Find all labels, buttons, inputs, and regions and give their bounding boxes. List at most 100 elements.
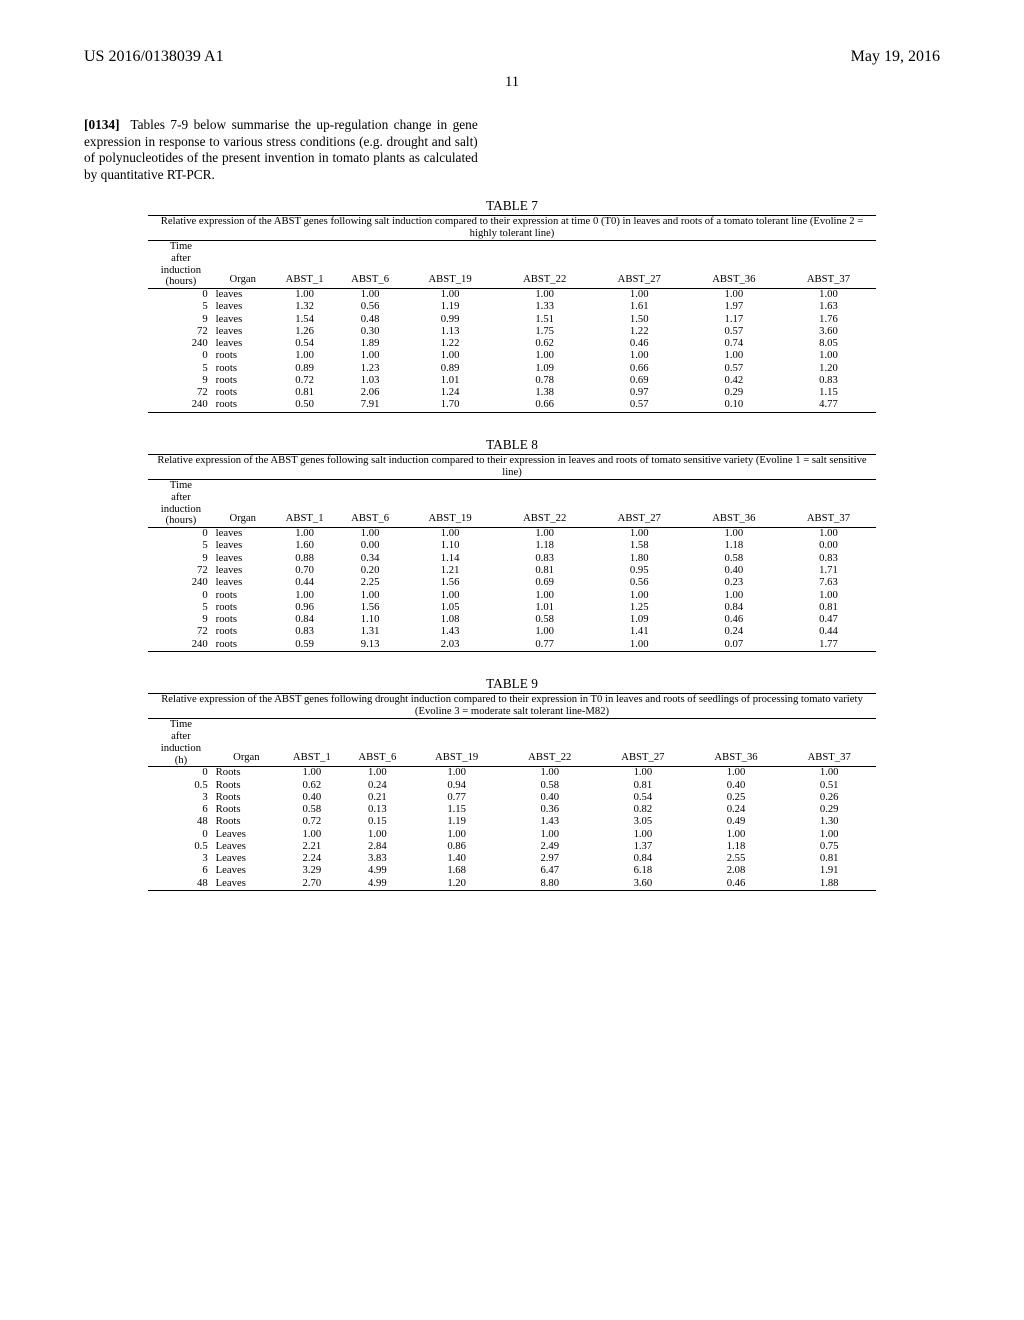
table-cell: 0.13 <box>345 804 410 816</box>
table-cell: 0.70 <box>272 565 337 577</box>
table-cell: 0 <box>148 528 213 541</box>
table-9-wrapper: TABLE 9 Relative expression of the ABST … <box>148 676 876 891</box>
table-cell: 0.83 <box>497 553 592 565</box>
table-row: 240leaves0.541.891.220.620.460.748.05 <box>148 338 876 350</box>
table-cell: 3 <box>148 853 213 865</box>
table-cell: 5 <box>148 540 213 552</box>
table-cell: 0.58 <box>497 614 592 626</box>
table-cell: 0.36 <box>503 804 596 816</box>
table-row: 0leaves1.001.001.001.001.001.001.00 <box>148 289 876 302</box>
table-9-subtitle: Relative expression of the ABST genes fo… <box>148 693 876 719</box>
table-cell: roots <box>214 639 272 652</box>
table-cell: 1.00 <box>503 829 596 841</box>
table-cell: leaves <box>214 553 272 565</box>
table-column-head: Organ <box>214 480 272 528</box>
table-cell: 1.70 <box>403 399 498 412</box>
table-cell: 1.24 <box>403 387 498 399</box>
table-cell: 0.51 <box>783 780 876 792</box>
table-cell: 9 <box>148 314 213 326</box>
table-cell: 1.89 <box>337 338 402 350</box>
table-cell: 72 <box>148 326 213 338</box>
table-cell: 0 <box>148 350 213 362</box>
table-cell: 1.71 <box>781 565 876 577</box>
table-cell: 1.00 <box>592 639 687 652</box>
table-corner-head: Timeafterinduction(h) <box>148 719 213 767</box>
table-cell: 0.56 <box>592 577 687 589</box>
table-cell: 0.23 <box>687 577 782 589</box>
table-cell: 1.56 <box>403 577 498 589</box>
publication-date: May 19, 2016 <box>851 48 940 66</box>
table-cell: 1.63 <box>781 301 876 313</box>
table-cell: 0.30 <box>337 326 402 338</box>
table-column-head: ABST_27 <box>596 719 689 767</box>
table-cell: 1.00 <box>497 528 592 541</box>
table-cell: 0.81 <box>596 780 689 792</box>
table-cell: roots <box>214 590 272 602</box>
table-cell: 1.19 <box>410 816 503 828</box>
table-cell: leaves <box>214 577 272 589</box>
table-cell: 0.10 <box>687 399 782 412</box>
table-column-head: ABST_22 <box>497 480 592 528</box>
table-7-wrapper: TABLE 7 Relative expression of the ABST … <box>148 198 876 413</box>
table-cell: 1.60 <box>272 540 337 552</box>
table-cell: 2.70 <box>279 878 344 891</box>
table-cell: 8.80 <box>503 878 596 891</box>
table-cell: 0.54 <box>596 792 689 804</box>
table-cell: 1.21 <box>403 565 498 577</box>
table-cell: 1.00 <box>781 590 876 602</box>
table-cell: Roots <box>214 792 279 804</box>
table-cell: 1.00 <box>592 528 687 541</box>
table-row: 9leaves1.540.480.991.511.501.171.76 <box>148 314 876 326</box>
table-cell: 9 <box>148 614 213 626</box>
table-cell: 1.00 <box>497 289 592 302</box>
table-cell: 0 <box>148 829 213 841</box>
table-cell: roots <box>214 614 272 626</box>
table-cell: 0.57 <box>592 399 687 412</box>
table-row: 0.5Roots0.620.240.940.580.810.400.51 <box>148 780 876 792</box>
table-cell: 2.03 <box>403 639 498 652</box>
table-7: Relative expression of the ABST genes fo… <box>148 215 876 413</box>
table-cell: 1.18 <box>689 841 782 853</box>
table-row: 5leaves1.600.001.101.181.581.180.00 <box>148 540 876 552</box>
table-row: 0Leaves1.001.001.001.001.001.001.00 <box>148 829 876 841</box>
table-cell: 0.66 <box>497 399 592 412</box>
table-cell: 0.58 <box>279 804 344 816</box>
table-cell: 8.05 <box>781 338 876 350</box>
table-cell: 1.00 <box>783 829 876 841</box>
table-cell: 0 <box>148 590 213 602</box>
table-cell: 1.00 <box>497 350 592 362</box>
table-cell: 72 <box>148 387 213 399</box>
table-cell: 1.00 <box>596 767 689 780</box>
table-cell: 72 <box>148 626 213 638</box>
table-cell: 1.00 <box>687 590 782 602</box>
table-cell: 2.49 <box>503 841 596 853</box>
table-cell: roots <box>214 626 272 638</box>
table-cell: 1.00 <box>497 590 592 602</box>
table-cell: 1.17 <box>687 314 782 326</box>
table-cell: 2.84 <box>345 841 410 853</box>
table-column-head: Organ <box>214 719 279 767</box>
table-cell: 2.24 <box>279 853 344 865</box>
table-cell: 0.40 <box>687 565 782 577</box>
table-cell: 0.25 <box>689 792 782 804</box>
table-cell: 1.18 <box>687 540 782 552</box>
paragraph-0134: [0134] Tables 7-9 below summarise the up… <box>84 117 478 184</box>
table-cell: 0.81 <box>783 853 876 865</box>
table-cell: 3.60 <box>596 878 689 891</box>
table-cell: 1.18 <box>497 540 592 552</box>
table-row: 5roots0.891.230.891.090.660.571.20 <box>148 363 876 375</box>
table-cell: 1.25 <box>592 602 687 614</box>
table-row: 9leaves0.880.341.140.831.800.580.83 <box>148 553 876 565</box>
table-cell: 1.40 <box>410 853 503 865</box>
table-cell: Roots <box>214 804 279 816</box>
table-cell: 4.77 <box>781 399 876 412</box>
table-cell: 0.89 <box>272 363 337 375</box>
table-cell: 0.75 <box>783 841 876 853</box>
table-cell: 0.58 <box>687 553 782 565</box>
table-9: Relative expression of the ABST genes fo… <box>148 693 876 891</box>
table-cell: 0.86 <box>410 841 503 853</box>
table-column-head: ABST_1 <box>279 719 344 767</box>
table-column-head: ABST_6 <box>345 719 410 767</box>
table-cell: 1.01 <box>403 375 498 387</box>
table-cell: 0.20 <box>337 565 402 577</box>
